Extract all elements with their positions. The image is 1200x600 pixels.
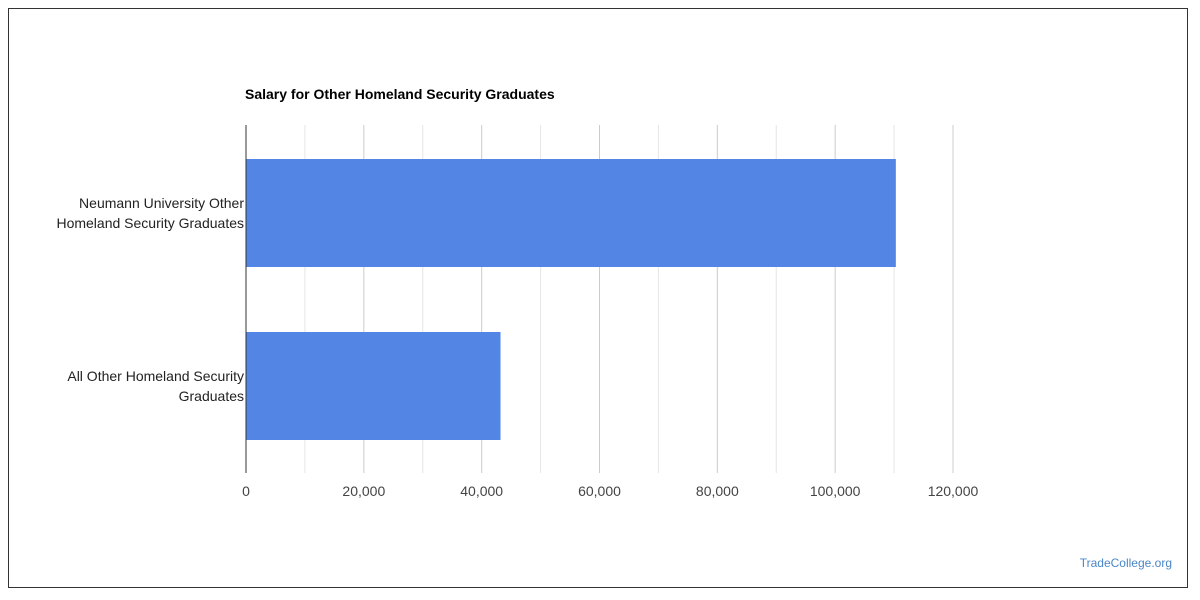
x-tick-label: 120,000	[928, 483, 979, 499]
category-label: Neumann University Other	[79, 195, 244, 211]
x-axis-tick-labels: 0 20,000 40,000 60,000 80,000 100,000 120,000	[242, 483, 978, 499]
x-tick-label: 20,000	[342, 483, 385, 499]
category-label: Homeland Security Graduates	[56, 215, 244, 231]
x-tick-label: 100,000	[810, 483, 861, 499]
x-tick-label: 80,000	[696, 483, 739, 499]
chart-frame: Salary for Other Homeland Security Gradu…	[8, 8, 1188, 588]
category-label: Graduates	[179, 388, 244, 404]
x-tick-label: 0	[242, 483, 250, 499]
category-label: All Other Homeland Security	[67, 368, 244, 384]
bars	[246, 159, 896, 440]
bar	[246, 332, 501, 440]
chart-title: Salary for Other Homeland Security Gradu…	[245, 86, 555, 102]
category-labels: Neumann University Other Homeland Securit…	[56, 195, 244, 404]
x-tick-label: 40,000	[460, 483, 503, 499]
x-tick-label: 60,000	[578, 483, 621, 499]
source-watermark: TradeCollege.org	[1079, 556, 1172, 570]
bar	[246, 159, 896, 267]
bar-chart: Salary for Other Homeland Security Gradu…	[56, 86, 978, 499]
